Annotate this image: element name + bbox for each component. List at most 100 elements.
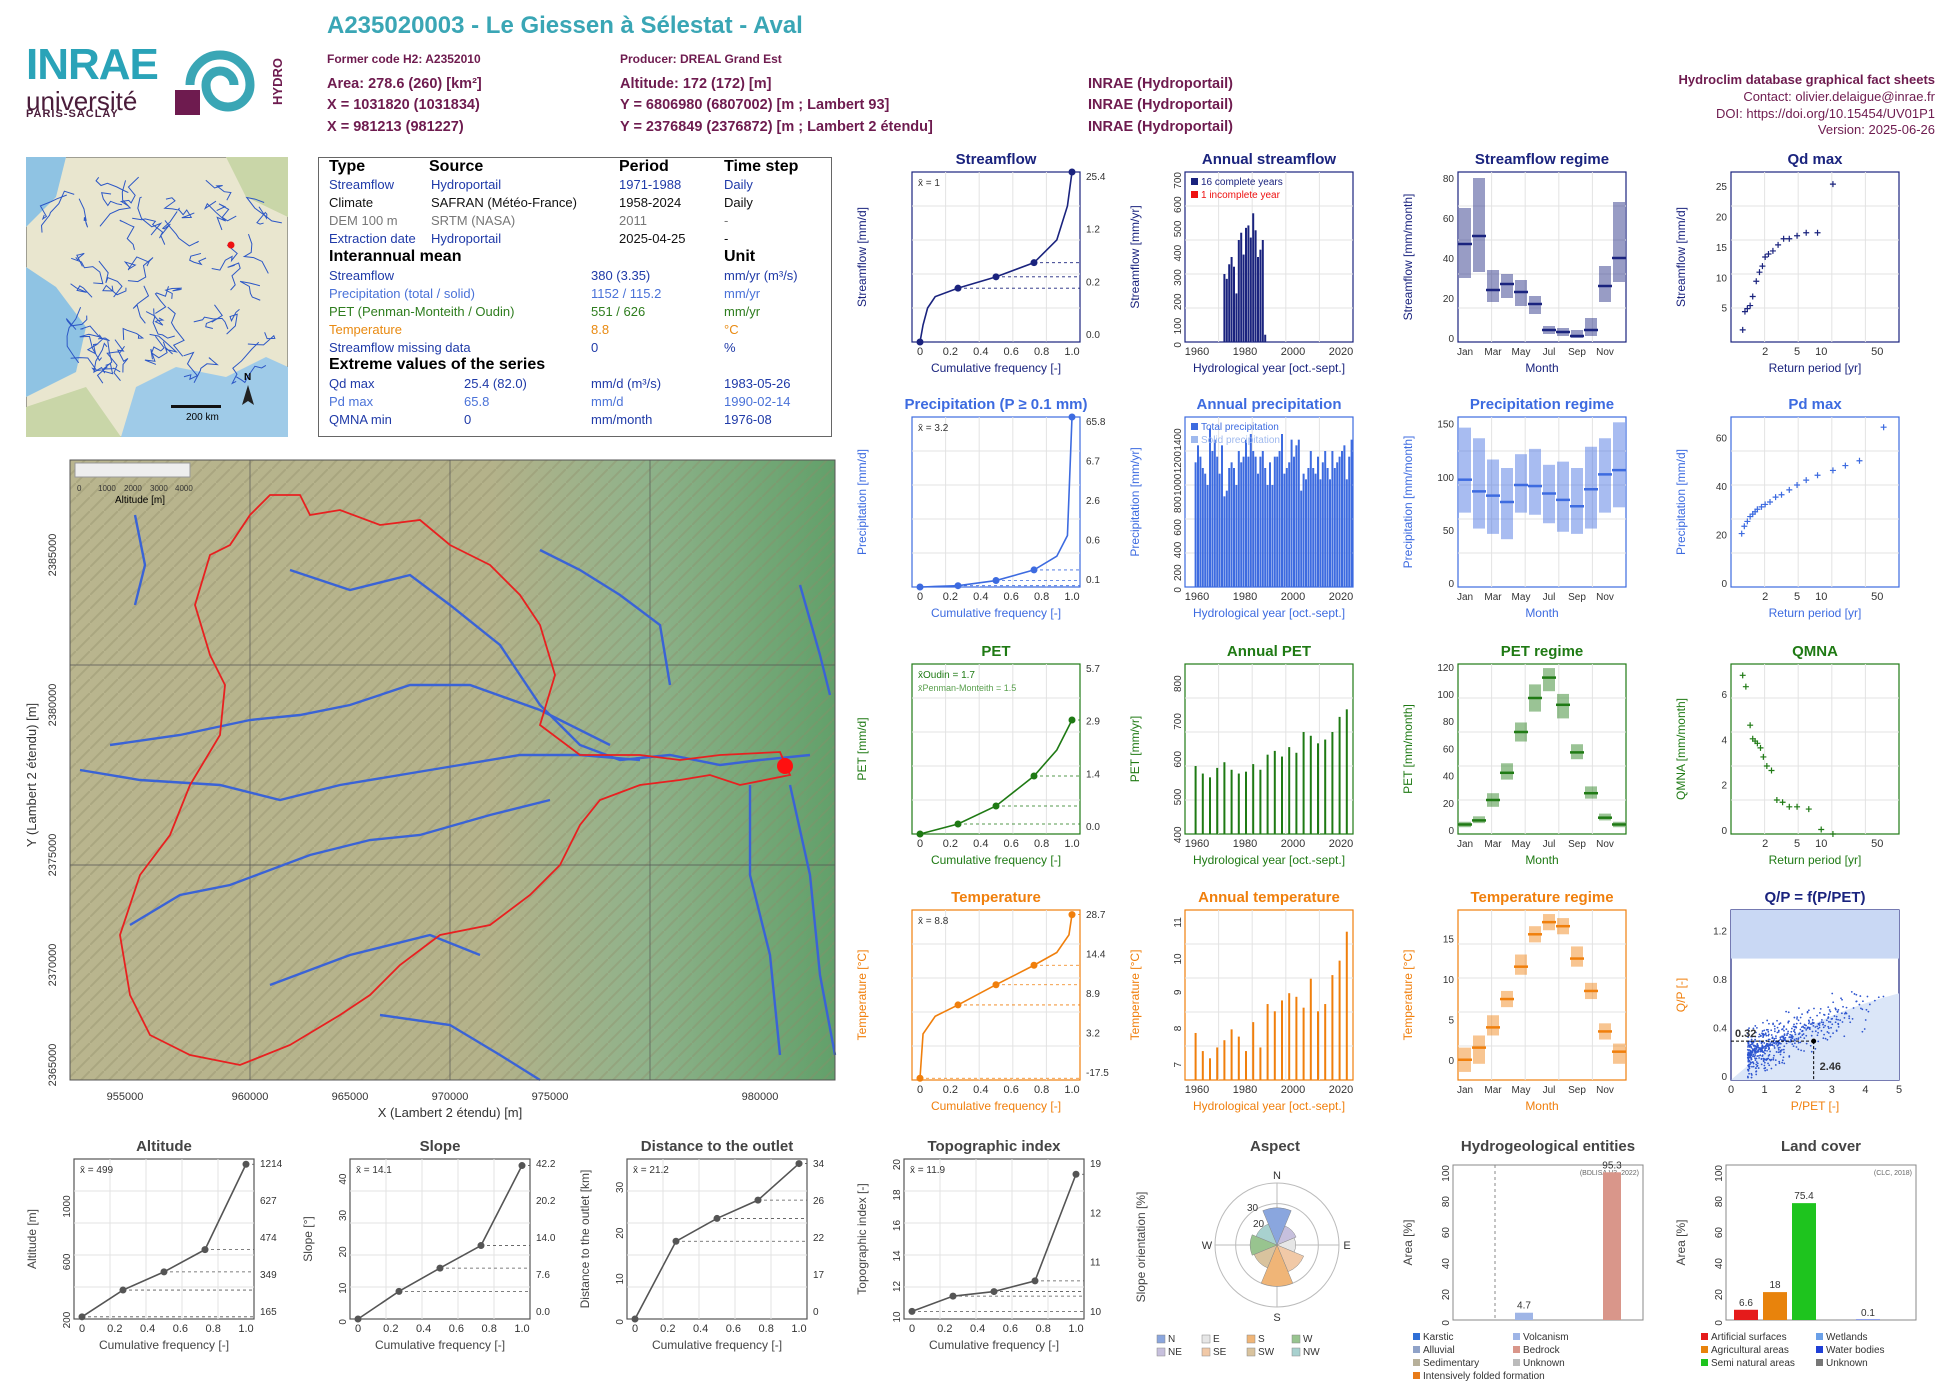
- bar: [1230, 257, 1233, 342]
- x-tick: 0.2: [660, 1323, 675, 1335]
- point: [1750, 1035, 1753, 1038]
- bar: [1317, 743, 1319, 834]
- bar: [1221, 445, 1223, 587]
- point: [1783, 1045, 1786, 1048]
- point: [1827, 1025, 1830, 1028]
- point: [1824, 1024, 1826, 1027]
- point: [1772, 1023, 1774, 1026]
- point: [1767, 1034, 1770, 1037]
- legend-swatch: [1156, 1334, 1166, 1344]
- point: [1808, 1021, 1811, 1023]
- box: [1613, 202, 1625, 282]
- x-tick: 1980: [1233, 838, 1257, 850]
- box: [1585, 446, 1597, 529]
- contact-link[interactable]: Contact: olivier.delaigue@inrae.fr: [1743, 89, 1935, 104]
- chart-title: Annual precipitation: [1196, 396, 1341, 413]
- legend-entry: Wetlands: [1826, 1332, 1868, 1343]
- point: [1753, 1048, 1756, 1051]
- map-x-tick: 955000: [107, 1091, 144, 1103]
- point: [1852, 1007, 1855, 1009]
- point: [1747, 1036, 1750, 1038]
- point: [1799, 1036, 1802, 1039]
- point: [1811, 1023, 1813, 1025]
- bar: [1324, 739, 1327, 834]
- point: [1760, 1050, 1763, 1053]
- right-tick: -17.5: [1086, 1068, 1109, 1079]
- x-label: Hydrological year [oct.-sept.]: [1193, 1099, 1345, 1113]
- river: [39, 194, 67, 221]
- point: [1787, 1030, 1790, 1033]
- cdf-line: [919, 416, 1073, 588]
- mean-unit: mm/yr (m³/s): [724, 268, 798, 283]
- mean-value: 380 (3.35): [591, 268, 651, 283]
- bar: [1252, 213, 1255, 342]
- point: [1822, 1026, 1825, 1029]
- y-tick: 15: [1716, 243, 1728, 254]
- bar-label: 18: [1769, 1280, 1781, 1291]
- bar: [1259, 769, 1262, 834]
- point: [1843, 1035, 1846, 1038]
- point: [1793, 1023, 1795, 1026]
- point: [1868, 1003, 1871, 1006]
- point: [1753, 278, 1760, 285]
- legend-entry: Alluvial: [1423, 1345, 1455, 1356]
- point: [1775, 1035, 1777, 1038]
- precip-regime-chart: Precipitation regime Jan Mar May Jul Sep Nov 0 5…: [1401, 396, 1627, 620]
- row-type: Climate: [329, 195, 374, 210]
- chart-title: Streamflow: [956, 151, 1037, 168]
- point: [1811, 1018, 1814, 1021]
- point: [1807, 1019, 1810, 1022]
- x-tick: 0.2: [107, 1323, 122, 1335]
- bar: [1338, 456, 1341, 587]
- legend-entry: NW: [1303, 1347, 1320, 1358]
- compass-label: S: [1273, 1312, 1280, 1324]
- pd-max-chart: Pd max 2 5 10 50 0 20 40 60 Return period [yr] Pre…: [1674, 396, 1900, 620]
- right-tick: 0.0: [536, 1307, 550, 1318]
- bar: [1242, 456, 1245, 587]
- area: Area: 278.6 (260) [km²]: [327, 76, 482, 92]
- bar: [1225, 278, 1228, 342]
- point: [1859, 995, 1862, 997]
- point: [1787, 1011, 1790, 1014]
- bar: [1249, 434, 1252, 587]
- point: [1761, 1033, 1764, 1036]
- x-tick: 0: [917, 838, 923, 850]
- bar: [1273, 456, 1276, 587]
- y-tick: 400: [1173, 244, 1184, 261]
- bar: [1228, 264, 1231, 342]
- bar: [1317, 456, 1319, 587]
- box: [1599, 266, 1611, 302]
- y-tick: 0.8: [1713, 975, 1727, 986]
- point: [1873, 999, 1876, 1002]
- point: [1861, 1030, 1864, 1033]
- point: [1845, 1006, 1848, 1009]
- right-tick: 25.4: [1086, 172, 1106, 183]
- y-tick: 10: [1443, 975, 1455, 986]
- point: [1763, 1064, 1766, 1067]
- bar: [1240, 462, 1243, 587]
- legend-swatch: [1513, 1359, 1520, 1366]
- row-type: Extraction date: [329, 231, 416, 246]
- doi-link[interactable]: DOI: https://doi.org/10.15454/UV01P1: [1716, 106, 1935, 121]
- x-label: Cumulative frequency [-]: [375, 1338, 505, 1352]
- chart-title: Precipitation (P ≥ 0.1 mm): [904, 396, 1087, 413]
- x-tick: 0: [909, 1323, 915, 1335]
- x-label: Cumulative frequency [-]: [99, 1338, 229, 1352]
- point: [1775, 1037, 1777, 1040]
- point: [1837, 1023, 1840, 1026]
- chart-title: Q/P = f(P/PET): [1765, 889, 1866, 906]
- x-tick: Mar: [1484, 347, 1502, 358]
- point: [1855, 993, 1858, 996]
- point: [1805, 1024, 1807, 1027]
- x-tick: 0: [917, 591, 923, 603]
- point: [1808, 1028, 1811, 1031]
- bar: [1331, 451, 1334, 587]
- bar: [1331, 975, 1334, 1080]
- point: [1748, 1054, 1750, 1056]
- y-tick: 60: [1714, 1227, 1725, 1239]
- right-tick: 165: [260, 1307, 277, 1318]
- bar-label: 95.3: [1602, 1160, 1622, 1171]
- point: [1811, 1030, 1814, 1033]
- x-tick: 0.8: [1034, 591, 1049, 603]
- point: [1763, 1042, 1766, 1044]
